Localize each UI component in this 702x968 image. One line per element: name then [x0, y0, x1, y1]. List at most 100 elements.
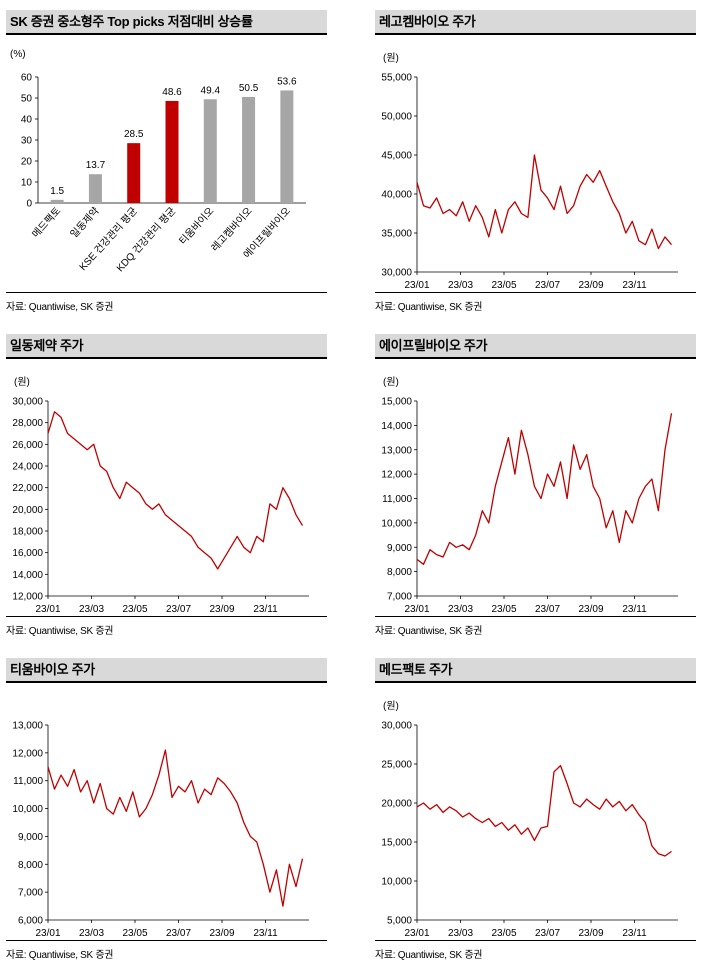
x-tick-label: 23/01 — [35, 604, 60, 615]
panel-divider — [375, 292, 696, 293]
panel-title: 에이프릴바이오 주가 — [375, 334, 696, 359]
y-tick-label: 18,000 — [12, 527, 43, 538]
y-tick-label: 25,000 — [381, 760, 412, 771]
x-tick-label: 23/03 — [448, 604, 473, 615]
panel-title: SK 증권 중소형주 Top picks 저점대비 상승률 — [6, 10, 327, 35]
panel-divider — [6, 940, 327, 941]
source-note: 자료: Quantiwise, SK 증권 — [6, 950, 114, 961]
y-unit-label: (%) — [10, 49, 26, 60]
y-tick-label: 11,000 — [382, 494, 412, 505]
y-unit-label: (원) — [383, 52, 399, 64]
medpact-price-chart: (원) 5,000 10,000 15,000 20,000 25,000 30,000 23… — [381, 700, 678, 939]
y-tick-label: 45,000 — [381, 151, 412, 162]
x-tick-label: 23/01 — [404, 604, 429, 615]
y-tick-label: 40,000 — [381, 190, 412, 201]
x-tick-label: 23/09 — [578, 280, 603, 291]
panel-title: 티움바이오 주가 — [6, 658, 327, 683]
x-tick-label: 23/11 — [253, 928, 278, 939]
source-note: 자료: Quantiwise, SK 증권 — [375, 302, 483, 313]
y-tick-label: 15,000 — [381, 838, 412, 849]
bar-value-label: 49.4 — [201, 85, 221, 96]
price-line — [416, 154, 672, 250]
source-note: 자료: Quantiwise, SK 증권 — [375, 626, 483, 637]
y-tick-label: 20,000 — [381, 799, 412, 810]
y-tick-label: 10,000 — [381, 518, 412, 529]
panel-title: 메드팩토 주가 — [375, 658, 696, 683]
y-tick-label: 12,000 — [381, 470, 412, 481]
y-tick-label: 8,000 — [387, 567, 412, 578]
y-tick-label: 11,000 — [13, 776, 43, 787]
panel-tium: 티움바이오 주가 6,000 7,000 8,000 9,000 10,000 11,00… — [6, 658, 327, 968]
y-tick-label: 14,000 — [381, 421, 412, 432]
y-tick-label: 13,000 — [12, 721, 43, 732]
x-category-label: 메드팩토 — [30, 205, 64, 240]
x-tick-label: 23/05 — [491, 604, 516, 615]
x-tick-label: 23/09 — [209, 604, 234, 615]
x-tick-label: 23/07 — [166, 604, 191, 615]
x-tick-label: 23/09 — [578, 928, 603, 939]
bar-value-label: 28.5 — [124, 129, 144, 140]
y-tick-label: 10 — [21, 178, 33, 189]
bar-value-label: 53.6 — [277, 76, 297, 87]
bar — [280, 90, 294, 203]
y-tick-label: 30,000 — [381, 268, 412, 279]
x-tick-label: 23/03 — [448, 280, 473, 291]
y-tick-label: 9,000 — [387, 543, 412, 554]
x-tick-label: 23/07 — [535, 928, 560, 939]
panel-abl: 에이프릴바이오 주가 (원) 7,000 8,000 9,000 10,000 11,00… — [375, 334, 696, 644]
x-tick-label: 23/11 — [622, 604, 647, 615]
panel-top-picks: SK 증권 중소형주 Top picks 저점대비 상승률 (%) 0 10 20 30… — [6, 10, 327, 320]
panel-divider — [6, 292, 327, 293]
y-tick-label: 13,000 — [381, 445, 412, 456]
bar-value-label: 1.5 — [50, 186, 64, 197]
panel-divider — [375, 616, 696, 617]
bar — [127, 143, 141, 203]
source-note: 자료: Quantiwise, SK 증권 — [6, 302, 114, 313]
y-tick-label: 30,000 — [381, 721, 412, 732]
y-unit-label: (원) — [383, 700, 399, 712]
y-tick-label: 24,000 — [12, 462, 43, 473]
y-tick-label: 15,000 — [381, 397, 412, 408]
x-tick-label: 23/05 — [491, 928, 516, 939]
y-tick-label: 7,000 — [18, 888, 43, 899]
x-tick-label: 23/05 — [491, 280, 516, 291]
x-tick-label: 23/03 — [448, 928, 473, 939]
bar-value-label: 48.6 — [162, 87, 182, 98]
price-line — [416, 413, 673, 565]
bar — [203, 99, 217, 203]
y-tick-label: 7,000 — [387, 592, 412, 603]
y-unit-label: (원) — [14, 376, 30, 388]
x-tick-label: 23/09 — [578, 604, 603, 615]
x-tick-label: 23/05 — [122, 928, 147, 939]
x-tick-label: 23/11 — [622, 928, 647, 939]
x-tick-label: 23/05 — [122, 604, 147, 615]
y-tick-label: 50 — [21, 94, 33, 105]
x-tick-label: 23/03 — [79, 604, 104, 615]
y-tick-label: 55,000 — [381, 73, 412, 84]
bar — [242, 96, 256, 203]
bar — [50, 199, 64, 203]
x-tick-label: 23/01 — [404, 928, 429, 939]
y-tick-label: 30 — [21, 136, 33, 147]
x-category-label: 일동제약 — [68, 205, 102, 240]
panel-divider — [6, 616, 327, 617]
panel-divider — [375, 940, 696, 941]
panel-medpact: 메드팩토 주가 (원) 5,000 10,000 15,000 20,000 25,000… — [375, 658, 696, 968]
bar — [165, 100, 179, 203]
y-tick-label: 12,000 — [12, 748, 43, 759]
y-tick-label: 22,000 — [12, 483, 43, 494]
panel-title: 레고켐바이오 주가 — [375, 10, 696, 35]
y-tick-label: 0 — [26, 199, 32, 210]
y-tick-label: 5,000 — [387, 916, 412, 927]
y-tick-label: 14,000 — [12, 570, 43, 581]
y-tick-label: 20 — [21, 157, 33, 168]
price-line — [47, 411, 304, 570]
bar — [88, 174, 102, 203]
y-tick-label: 35,000 — [381, 229, 412, 240]
y-tick-label: 9,000 — [18, 832, 43, 843]
x-tick-label: 23/09 — [209, 928, 234, 939]
abl-price-chart: (원) 7,000 8,000 9,000 10,000 11,000 12,000 13,0… — [381, 376, 678, 615]
price-line — [47, 749, 304, 907]
panel-title: 일동제약 주가 — [6, 334, 327, 359]
